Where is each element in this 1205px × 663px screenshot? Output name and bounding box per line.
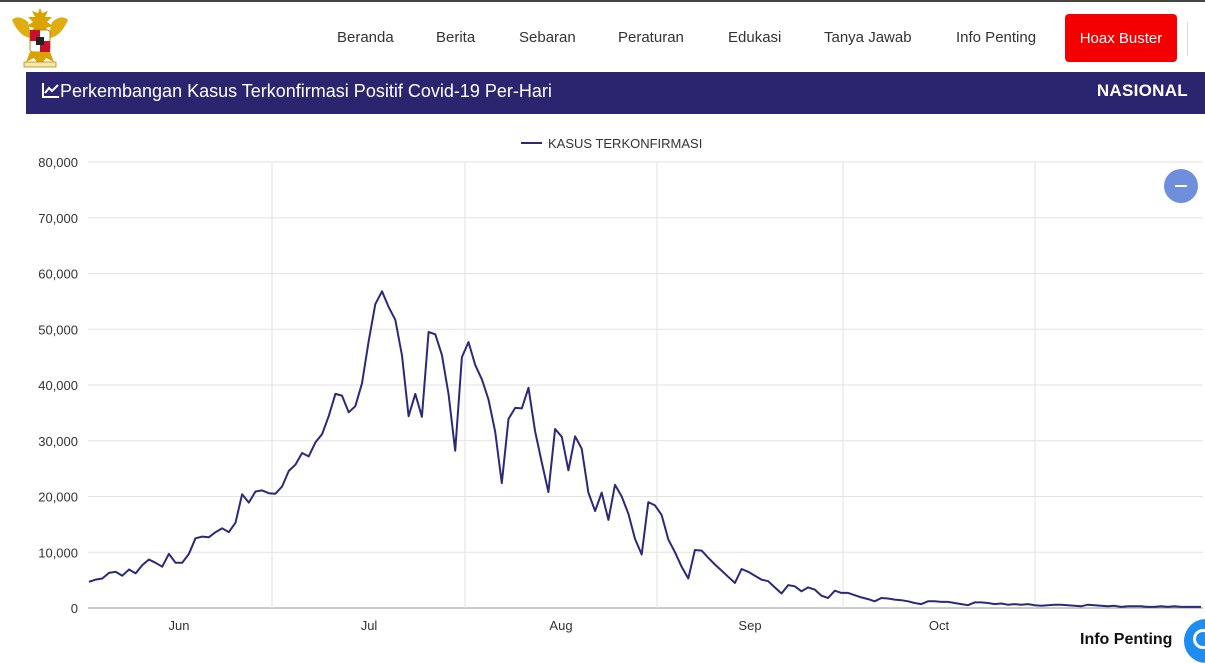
nav-berita[interactable]: Berita	[436, 29, 476, 46]
x-tick-label: Sep	[738, 618, 761, 633]
legend-label: KASUS TERKONFIRMASI	[548, 136, 702, 151]
hoax-buster-button[interactable]: Hoax Buster	[1065, 14, 1177, 62]
top-border-line	[0, 0, 1205, 2]
x-tick-label: Oct	[929, 618, 950, 633]
y-tick-label: 20,000	[38, 490, 78, 505]
info-penting-floating-label[interactable]: Info Penting	[1080, 631, 1173, 648]
x-tick-label: Aug	[549, 618, 572, 633]
series-line	[88, 290, 1201, 608]
nav-edukasi[interactable]: Edukasi	[728, 29, 782, 46]
y-tick-label: 50,000	[38, 322, 78, 337]
daily-cases-line-chart: 80,000 70,000 60,000 50,000 40,000 30,000 20,0…	[38, 136, 1203, 633]
nav-beranda[interactable]: Beranda	[337, 29, 394, 46]
minus-icon[interactable]	[1164, 169, 1198, 203]
y-tick-label: 80,000	[38, 155, 78, 170]
nav-sebaran[interactable]: Sebaran	[519, 29, 576, 46]
y-tick-label: 10,000	[38, 545, 78, 560]
chart-banner: Perkembangan Kasus Terkonfirmasi Positif…	[26, 72, 1205, 114]
y-tick-label: 60,000	[38, 267, 78, 282]
site-header: Beranda Berita Sebaran Peraturan Edukasi…	[0, 2, 1205, 72]
chart-title: Perkembangan Kasus Terkonfirmasi Positif…	[60, 81, 552, 101]
region-label: NASIONAL	[1096, 81, 1188, 100]
nav-peraturan[interactable]: Peraturan	[618, 29, 684, 46]
x-tick-label: Jul	[361, 618, 378, 633]
nav-info-penting[interactable]: Info Penting	[956, 29, 1037, 46]
nav-divider	[1187, 22, 1188, 56]
x-tick-label: Jun	[169, 618, 190, 633]
nav-tanya-jawab[interactable]: Tanya Jawab	[824, 29, 912, 46]
chat-icon[interactable]	[1184, 619, 1205, 663]
y-tick-label: 40,000	[38, 378, 78, 393]
line-chart-icon	[42, 83, 59, 98]
garuda-emblem-logo[interactable]	[8, 4, 72, 70]
y-tick-label: 0	[71, 601, 78, 616]
y-tick-label: 70,000	[38, 211, 78, 226]
y-tick-label: 30,000	[38, 434, 78, 449]
